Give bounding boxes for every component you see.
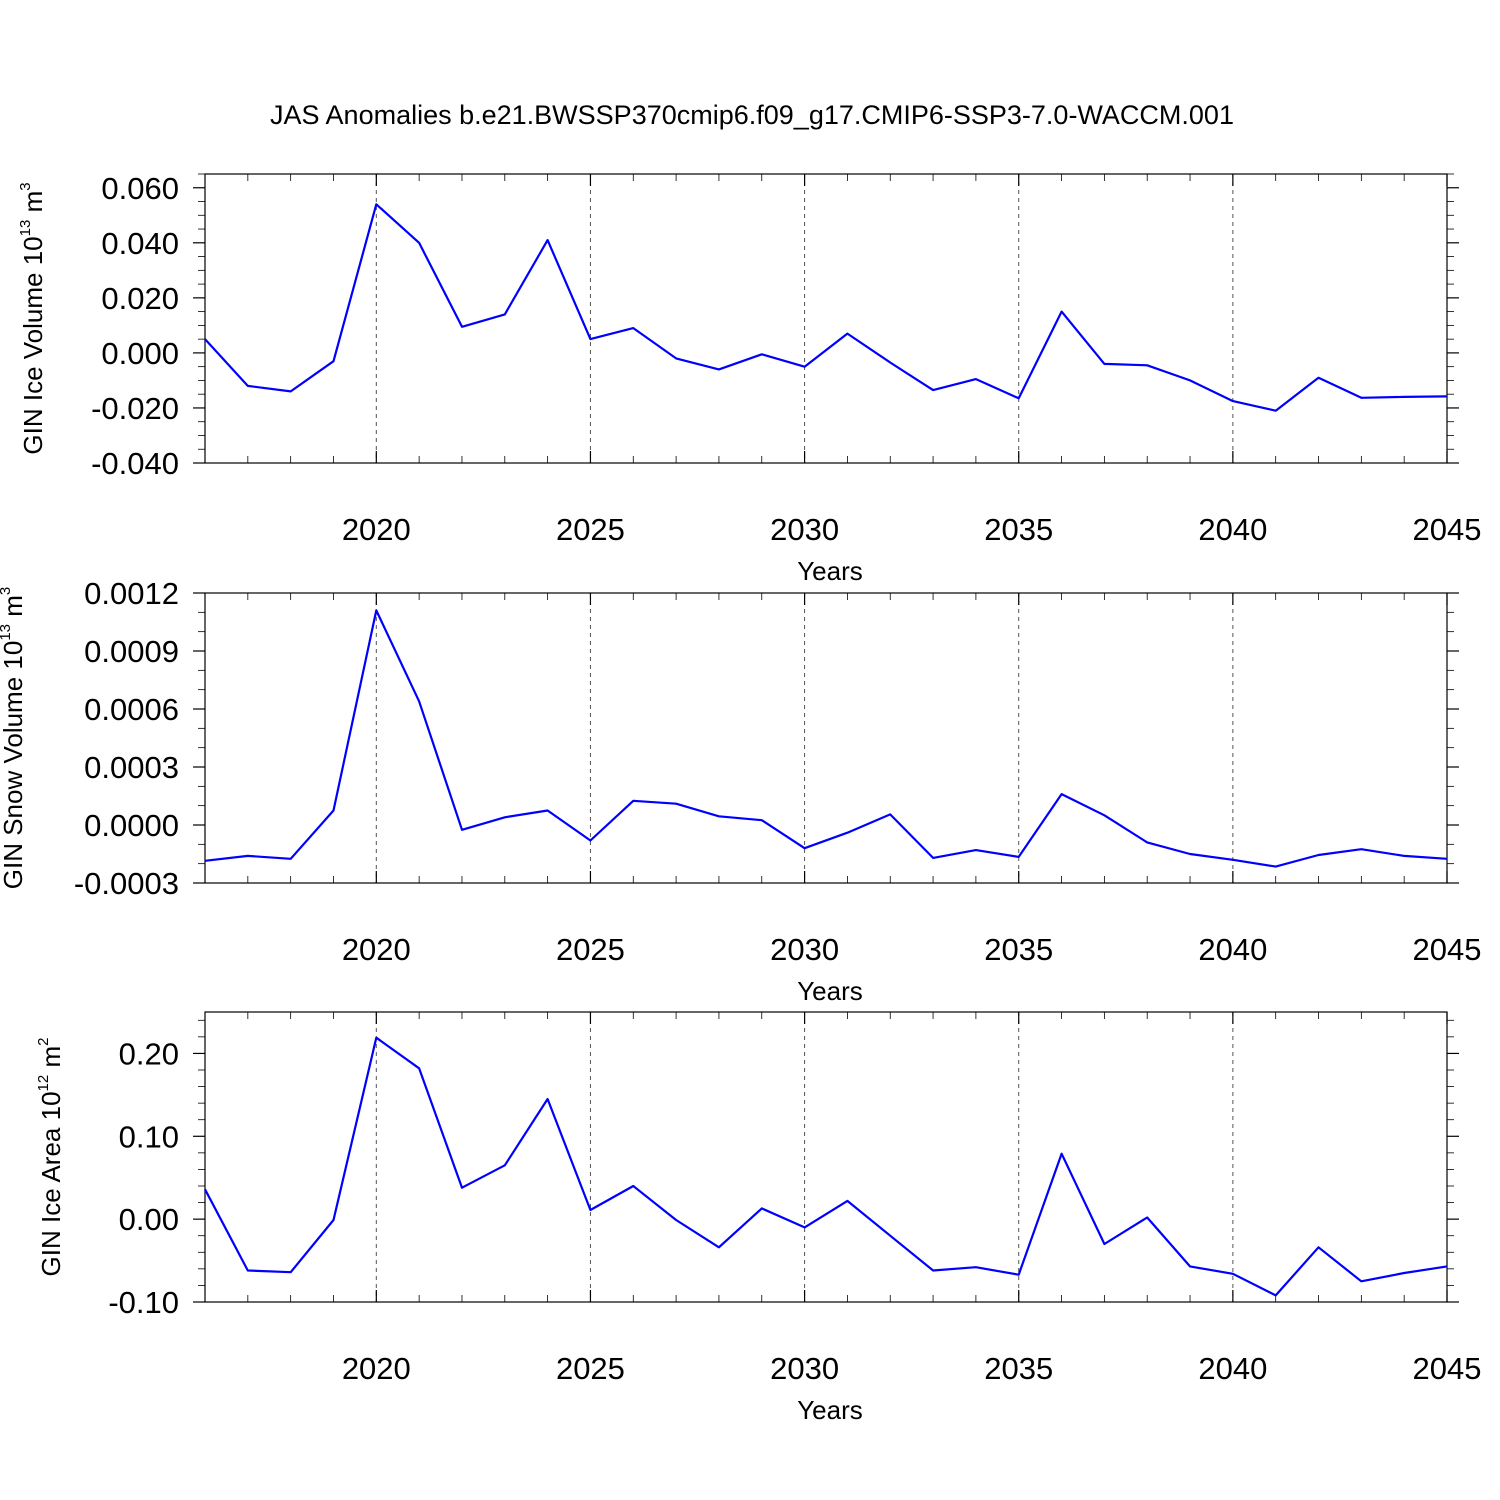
ice-area-x-tick-label: 2035 bbox=[984, 1351, 1053, 1386]
ice-volume-x-tick-label: 2040 bbox=[1198, 512, 1267, 547]
ice-area-y-tick-label: 0.10 bbox=[119, 1119, 179, 1154]
ice-area-y-tick-label: -0.10 bbox=[108, 1285, 179, 1320]
ice-area-x-tick-label: 2030 bbox=[770, 1351, 839, 1386]
snow-volume-series-line bbox=[204, 609, 1448, 868]
ice-area-y-axis-title: GIN Ice Area 1012 m2 bbox=[35, 1038, 66, 1277]
snow-volume-y-tick-label: 0.0006 bbox=[84, 692, 179, 727]
ice-volume-x-axis-title: Years bbox=[797, 556, 863, 586]
ice-area-y-tick-label: 0.00 bbox=[119, 1202, 179, 1237]
snow-volume-y-tick-label: 0.0012 bbox=[84, 576, 179, 611]
snow-volume-x-tick-label: 2030 bbox=[770, 932, 839, 967]
ice-volume-x-tick-label: 2030 bbox=[770, 512, 839, 547]
ice-area-x-axis-title: Years bbox=[797, 1395, 863, 1425]
ice-area-x-tick-label: 2020 bbox=[342, 1351, 411, 1386]
ice-area-x-tick-label: 2025 bbox=[556, 1351, 625, 1386]
ice-area-y-tick-label: 0.20 bbox=[119, 1036, 179, 1071]
snow-volume-x-tick-label: 2045 bbox=[1413, 932, 1482, 967]
ice-volume-y-tick-label: 0.000 bbox=[101, 336, 179, 371]
ice-volume-y-tick-label: 0.020 bbox=[101, 281, 179, 316]
figure-title: JAS Anomalies b.e21.BWSSP370cmip6.f09_g1… bbox=[270, 100, 1234, 130]
snow-volume-y-axis-title: GIN Snow Volume 1013 m3 bbox=[0, 587, 28, 890]
ice-area-series-line bbox=[204, 1036, 1448, 1297]
snow-volume-x-tick-label: 2035 bbox=[984, 932, 1053, 967]
snow-volume-x-tick-label: 2020 bbox=[342, 932, 411, 967]
ice-volume-x-tick-label: 2045 bbox=[1413, 512, 1482, 547]
snow-volume-x-tick-label: 2025 bbox=[556, 932, 625, 967]
ice-volume-x-tick-label: 2035 bbox=[984, 512, 1053, 547]
ice-area-x-tick-label: 2040 bbox=[1198, 1351, 1267, 1386]
ice-volume-y-tick-label: -0.040 bbox=[91, 446, 179, 481]
ice-volume-y-tick-label: -0.020 bbox=[91, 391, 179, 426]
snow-volume-y-tick-label: 0.0000 bbox=[84, 808, 179, 843]
snow-volume-plot-frame bbox=[204, 592, 1448, 884]
ice-area-plot-frame bbox=[204, 1011, 1448, 1303]
ice-volume-y-axis-title: GIN Ice Volume 1013 m3 bbox=[17, 182, 48, 454]
ice-volume-x-tick-label: 2020 bbox=[342, 512, 411, 547]
snow-volume-x-tick-label: 2040 bbox=[1198, 932, 1267, 967]
snow-volume-y-tick-label: 0.0003 bbox=[84, 750, 179, 785]
ice-volume-series-line bbox=[204, 203, 1448, 412]
snow-volume-y-tick-label: -0.0003 bbox=[74, 866, 179, 901]
ice-volume-x-tick-label: 2025 bbox=[556, 512, 625, 547]
ice-area-x-tick-label: 2045 bbox=[1413, 1351, 1482, 1386]
ice-area-panel: -0.10 0.00 0.10 0.20 2020 2025 2030 2035 2040 204… bbox=[35, 1011, 1482, 1425]
ice-volume-panel: -0.040 -0.020 0.000 0.020 0.040 0.060 2020 2025… bbox=[17, 171, 1481, 586]
ice-volume-y-tick-label: 0.040 bbox=[101, 226, 179, 261]
ice-volume-plot-frame bbox=[204, 173, 1448, 464]
snow-volume-x-axis-title: Years bbox=[797, 976, 863, 1006]
snow-volume-y-tick-label: 0.0009 bbox=[84, 634, 179, 669]
ice-volume-y-tick-label: 0.060 bbox=[101, 171, 179, 206]
snow-volume-panel: -0.0003 0.0000 0.0003 0.0006 0.0009 0.0012 202… bbox=[0, 576, 1481, 1006]
